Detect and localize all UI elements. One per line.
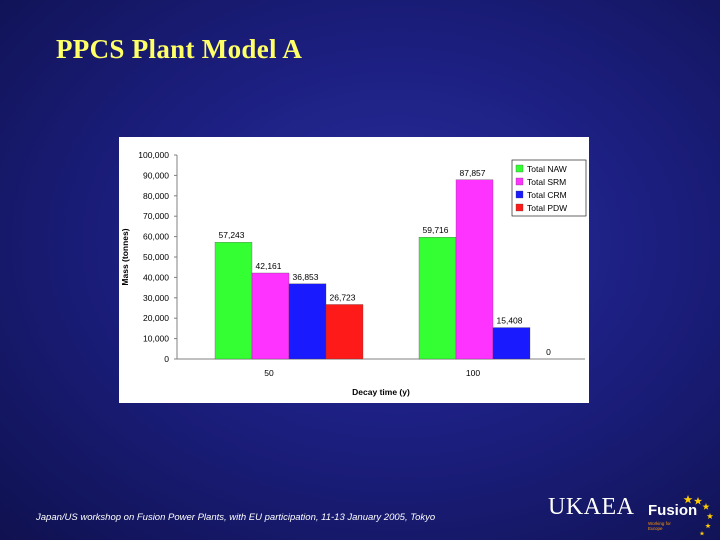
y-tick-label: 0 <box>164 354 169 364</box>
bar <box>455 179 494 360</box>
slide-title: PPCS Plant Model A <box>56 34 303 64</box>
x-axis-label: Decay time (y) <box>352 387 410 397</box>
y-tick-label: 50,000 <box>143 252 169 262</box>
logo-fusion-text: Fusion <box>648 502 698 519</box>
bar <box>492 327 531 360</box>
legend-entry: Total CRM <box>527 190 567 200</box>
bar <box>214 242 253 360</box>
bar <box>288 283 327 360</box>
x-tick-label: 50 <box>264 368 274 378</box>
legend-box <box>511 159 587 217</box>
y-tick-label: 80,000 <box>143 191 169 201</box>
x-tick-label: 100 <box>466 368 480 378</box>
bar <box>251 272 290 360</box>
y-tick-label: 40,000 <box>143 272 169 282</box>
data-label: 36,853 <box>293 272 319 282</box>
bar-chart: 0 10,000 20,000 30,000 40,000 50,000 60,000 70,… <box>120 150 587 397</box>
y-tick-label: 90,000 <box>143 170 169 180</box>
data-label: 87,857 <box>460 168 486 178</box>
legend-swatch <box>515 203 524 212</box>
logo-ukaea-text: UKAEA <box>548 494 635 520</box>
footer-text: Japan/US workshop on Fusion Power Plants… <box>36 512 436 523</box>
y-tick-label: 100,000 <box>138 150 169 160</box>
eu-stars-icon <box>683 495 714 536</box>
data-label: 15,408 <box>497 316 523 326</box>
data-label: 59,716 <box>423 225 449 235</box>
chart-panel: 0 10,000 20,000 30,000 40,000 50,000 60,000 70,… <box>119 137 589 403</box>
legend-entry: Total NAW <box>527 164 567 174</box>
legend-entry: Total SRM <box>527 177 566 187</box>
data-label: 57,243 <box>219 230 245 240</box>
y-tick-label: 60,000 <box>143 232 169 242</box>
y-tick-label: 20,000 <box>143 313 169 323</box>
legend-swatch <box>515 190 524 199</box>
y-tick-label: 30,000 <box>143 293 169 303</box>
legend-swatch <box>515 164 524 173</box>
data-label: 26,723 <box>330 292 356 302</box>
data-label: 0 <box>546 347 551 357</box>
ukaea-fusion-logo: UKAEA Fusion Working for Europe <box>548 492 718 538</box>
y-tick-label: 10,000 <box>143 334 169 344</box>
legend-entry: Total PDW <box>527 203 567 213</box>
bar <box>325 304 364 360</box>
data-label: 42,161 <box>256 261 282 271</box>
bar <box>418 237 457 360</box>
logo-tagline: Working for Europe <box>648 521 671 531</box>
y-tick-label: 70,000 <box>143 211 169 221</box>
y-axis-label: Mass (tonnes) <box>120 228 130 285</box>
legend-swatch <box>515 177 524 186</box>
